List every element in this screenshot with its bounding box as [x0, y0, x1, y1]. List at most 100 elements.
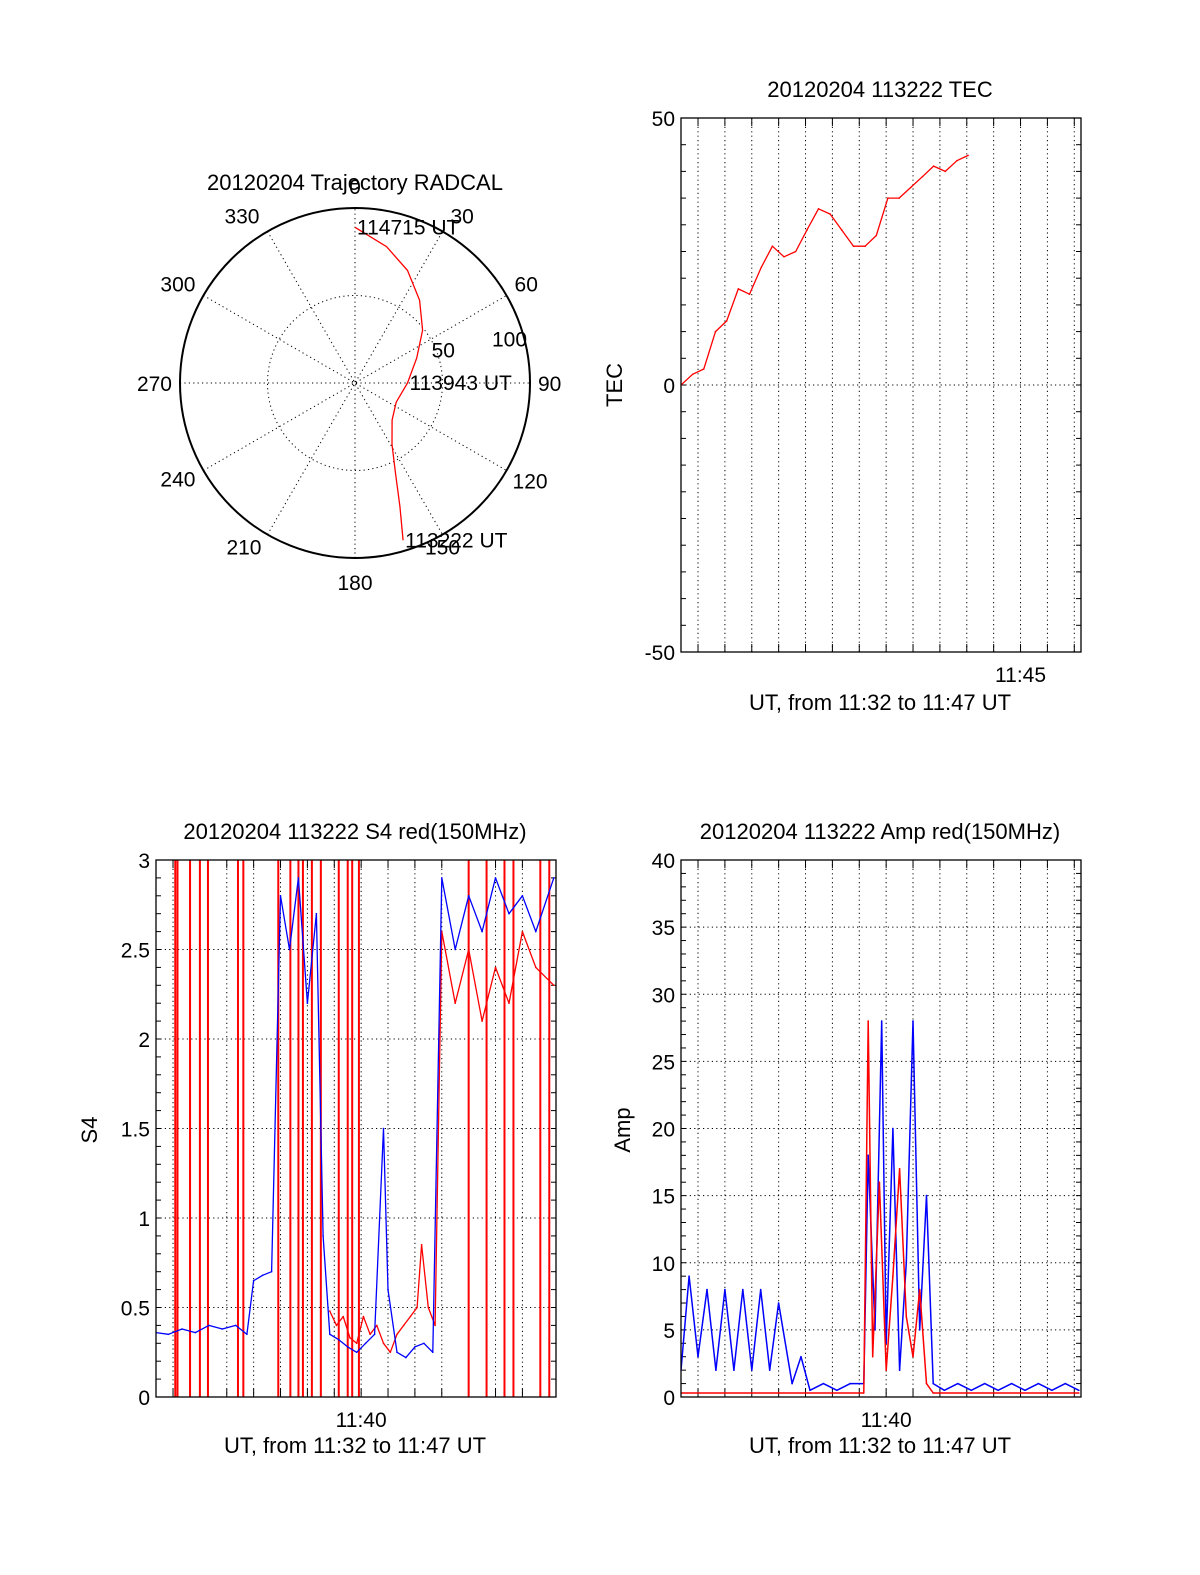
data-point: [874, 1329, 876, 1331]
polar-angle-label: 300: [160, 274, 195, 297]
data-point: [871, 1355, 874, 1358]
data-point: [288, 948, 291, 951]
data-point: [521, 895, 524, 897]
polar-grid: [179, 207, 531, 559]
data-point: [921, 175, 924, 178]
amp-title: 20120204 113222 Amp red(150MHz): [700, 819, 1060, 844]
data-point: [382, 1342, 385, 1345]
data-point: [454, 1002, 457, 1004]
y-tick-label: 0: [663, 375, 675, 398]
data-point: [405, 1356, 407, 1359]
data-point: [416, 1306, 418, 1309]
data-point: [373, 1333, 376, 1336]
polar-spoke: [267, 231, 443, 535]
y-tick-label: 35: [652, 917, 675, 940]
data-point: [898, 1168, 901, 1170]
data-point: [737, 288, 740, 290]
data-point: [329, 1310, 331, 1312]
data-point: [508, 1002, 510, 1004]
data-point: [553, 984, 555, 987]
data-point: [932, 165, 935, 167]
data-point: [771, 245, 774, 247]
data-point: [1051, 1389, 1053, 1392]
data-point: [912, 1020, 914, 1022]
data-point: [791, 1382, 793, 1385]
data-point: [875, 234, 878, 237]
y-tick-label: 1: [138, 1208, 150, 1231]
data-point: [1010, 1382, 1013, 1385]
polar-trajectory: [354, 226, 424, 541]
polar-angle-label: 240: [160, 469, 195, 492]
data-point: [706, 1288, 708, 1291]
data-point: [768, 1369, 771, 1371]
s4-ylabel: S4: [77, 1117, 102, 1144]
polar-spoke: [267, 231, 443, 535]
y-tick-label: 5: [663, 1320, 675, 1343]
tec-ylabel: TEC: [602, 363, 627, 407]
y-tick-label: 25: [652, 1051, 675, 1074]
polar-radius-label: 100: [492, 328, 527, 351]
data-point: [208, 1324, 210, 1327]
data-point: [997, 1389, 999, 1392]
polar-spoke: [203, 295, 507, 471]
data-point: [836, 1389, 838, 1392]
data-point: [777, 1302, 780, 1304]
data-point: [918, 1329, 921, 1331]
y-tick-label: 0.5: [121, 1298, 150, 1321]
data-point: [494, 877, 497, 879]
y-tick-label: 10: [652, 1253, 675, 1276]
data-point: [912, 1355, 914, 1358]
data-point: [441, 877, 443, 879]
data-point: [724, 1392, 726, 1394]
data-point: [880, 1020, 883, 1022]
data-point: [794, 250, 797, 253]
data-point: [983, 1382, 986, 1385]
polar-grid-circle: [267, 295, 443, 471]
data-point: [878, 1181, 881, 1183]
data-point: [892, 1275, 894, 1277]
tec-title: 20120204 113222 TEC: [767, 77, 993, 102]
polar-angle-label: 210: [226, 537, 261, 560]
data-point: [369, 1333, 371, 1336]
amp-chart: 20120204 113222 Amp red(150MHz) UT, from…: [610, 819, 1082, 1458]
polar-angle-label: 270: [137, 373, 172, 396]
data-point: [181, 1328, 183, 1330]
s4-chart: 20120204 113222 S4 red(150MHz) UT, from …: [77, 819, 557, 1458]
data-point: [246, 1333, 248, 1336]
s4-grid: [156, 859, 556, 1398]
data-point: [427, 1306, 430, 1309]
data-point: [841, 229, 843, 231]
amp-xlabel: UT, from 11:32 to 11:47 UT: [749, 1433, 1011, 1458]
polar-time-annotation: 113943 UT: [410, 372, 513, 395]
data-point: [697, 1355, 699, 1358]
tec-xlabel: UT, from 11:32 to 11:47 UT: [749, 690, 1011, 715]
data-point: [409, 1315, 412, 1318]
s4-data: [156, 860, 555, 1397]
data-point: [494, 966, 497, 969]
data-point: [535, 966, 537, 969]
data-point: [944, 170, 947, 173]
data-point: [817, 208, 820, 210]
data-point: [905, 1315, 908, 1318]
data-point: [742, 1288, 744, 1291]
amp-frame: [680, 859, 1082, 1398]
amp-data: [681, 1020, 1080, 1394]
polar-angle-label: 60: [515, 274, 538, 297]
data-point: [932, 1392, 934, 1394]
y-tick-label: 0: [138, 1387, 150, 1410]
amp-grid: [681, 859, 1081, 1398]
data-point: [349, 1337, 351, 1339]
data-point: [822, 1382, 825, 1385]
data-point: [863, 1392, 865, 1394]
data-point: [467, 948, 470, 951]
data-point: [521, 930, 524, 933]
data-point: [342, 1315, 345, 1318]
data-point: [898, 1369, 901, 1371]
data-point: [956, 159, 958, 162]
data-point: [346, 1346, 349, 1348]
data-point: [759, 1288, 762, 1291]
data-point: [887, 197, 889, 199]
polar-angle-label: 90: [538, 373, 561, 396]
data-point: [691, 373, 694, 376]
